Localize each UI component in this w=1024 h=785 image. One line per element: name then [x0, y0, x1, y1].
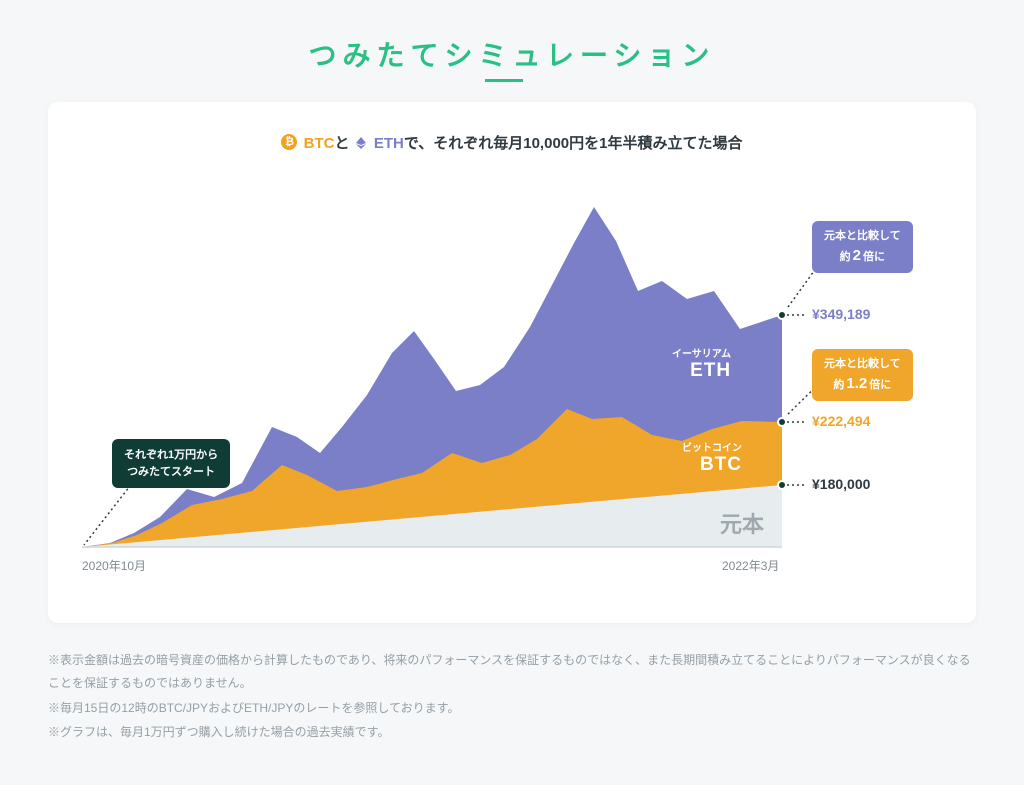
eth-endpoint-dot	[777, 310, 787, 320]
chart-title-btc: BTC	[304, 135, 335, 152]
btc-endpoint-dot	[777, 417, 787, 427]
chart-card: BTCと ETHで、それぞれ毎月10,000円を1年半積み立てた場合 それぞれ1…	[48, 102, 976, 623]
btc-badge-prefix: 約	[833, 379, 844, 391]
chart-title-rest1: で、それぞれ	[404, 135, 493, 152]
eth-label-jp: イーサリアム	[672, 345, 731, 360]
btc-badge-line1: 元本と比較して	[824, 358, 901, 370]
eth-badge-prefix: 約	[840, 251, 851, 263]
principal-endpoint-dot	[777, 480, 787, 490]
chart-title-eth: ETH	[374, 135, 404, 152]
principal-label: 元本	[720, 507, 764, 539]
chart-title: BTCと ETHで、それぞれ毎月10,000円を1年半積み立てた場合	[82, 132, 942, 153]
chart-title-rest2: 積み立てた場合	[637, 135, 742, 152]
start-badge: それぞれ1万円から つみたてスタート	[112, 439, 230, 488]
eth-icon	[354, 136, 368, 150]
start-badge-line2: つみたてスタート	[127, 466, 215, 478]
eth-series-label: イーサリアム ETH	[672, 345, 731, 382]
btc-label-jp: ビットコイン	[682, 439, 742, 454]
eth-badge-suffix: 倍に	[863, 251, 885, 263]
btc-series-label: ビットコイン BTC	[682, 439, 742, 476]
start-badge-line1: それぞれ1万円から	[124, 449, 218, 461]
eth-label-en: ETH	[690, 360, 731, 381]
x-axis-start: 2020年10月	[82, 557, 146, 574]
btc-label-en: BTC	[700, 454, 742, 475]
chart-title-em: 毎月10,000円を1年半	[493, 135, 637, 152]
btc-result-badge: 元本と比較して 約1.2倍に	[812, 349, 913, 401]
note-2: ※毎月15日の12時のBTC/JPYおよびETH/JPYのレートを参照しておりま…	[48, 697, 976, 720]
btc-value-label: ¥222,494	[812, 413, 870, 429]
eth-value-label: ¥349,189	[812, 306, 870, 322]
chart-area: それぞれ1万円から つみたてスタート イーサリアム ETH ビットコイン BTC…	[82, 167, 942, 597]
note-3: ※グラフは、毎月1万円ずつ購入し続けた場合の過去実績です。	[48, 721, 976, 744]
eth-badge-big: 2	[853, 247, 861, 264]
note-1: ※表示金額は過去の暗号資産の価格から計算したものであり、将来のパフォーマンスを保…	[48, 649, 976, 695]
btc-icon	[281, 134, 297, 150]
chart-title-and: と	[334, 135, 349, 152]
x-axis-end: 2022年3月	[722, 557, 779, 574]
btc-badge-big: 1.2	[846, 375, 867, 392]
page-title-text: つみたてシミュレーション	[309, 40, 716, 71]
eth-result-badge: 元本と比較して 約2倍に	[812, 221, 913, 273]
principal-value-label: ¥180,000	[812, 476, 870, 492]
eth-badge-line1: 元本と比較して	[824, 230, 901, 242]
title-underline	[485, 79, 523, 82]
page-title: つみたてシミュレーション	[0, 0, 1024, 102]
disclaimer-notes: ※表示金額は過去の暗号資産の価格から計算したものであり、将来のパフォーマンスを保…	[48, 649, 976, 744]
btc-badge-suffix: 倍に	[869, 379, 891, 391]
